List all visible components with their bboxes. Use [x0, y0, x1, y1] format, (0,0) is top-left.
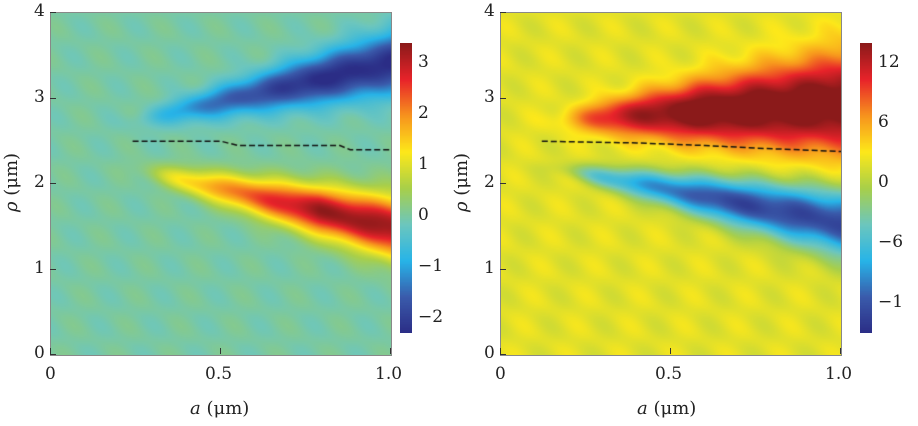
y-tick-mark — [50, 354, 56, 355]
y-axis-unit: (μm) — [451, 152, 473, 196]
y-tick-label: 3 — [34, 86, 45, 107]
y-tick-label: 1 — [34, 257, 45, 278]
x-axis-label: a (μm) — [637, 398, 696, 419]
right-heatmap-panel: a (μm) ρ (μm) 0 0.5 1.0 0 1 2 3 4 12 6 0 −6 −1 — [451, 0, 918, 426]
plot-area — [50, 12, 392, 356]
x-tick-mark — [50, 348, 51, 354]
colorbar-tick-label: 1 — [418, 154, 429, 175]
y-tick-label: 4 — [484, 1, 495, 21]
y-tick-mark — [50, 183, 56, 184]
colorbar-tick-label: 3 — [418, 52, 429, 73]
y-tick-mark — [500, 268, 506, 270]
y-axis-variable: ρ — [451, 201, 473, 213]
y-tick-mark — [50, 268, 56, 270]
x-tick-mark — [220, 348, 221, 354]
colorbar-tick-label: 0 — [418, 204, 429, 225]
colorbar-tick-label: −1 — [878, 292, 904, 312]
y-tick-mark — [500, 97, 506, 99]
colorbar — [400, 43, 412, 333]
colorbar-tick-label: −1 — [418, 255, 444, 276]
colorbar-tick-label: 0 — [878, 172, 889, 192]
x-axis-variable: a — [190, 398, 201, 419]
colorbar-tick-label: −6 — [878, 232, 904, 252]
x-tick-label: 0.5 — [205, 364, 233, 384]
colorbar — [860, 43, 872, 333]
heatmap-canvas — [501, 13, 841, 355]
x-tick-mark — [390, 348, 391, 354]
y-tick-mark — [500, 12, 506, 13]
y-tick-label: 2 — [484, 172, 495, 192]
x-tick-mark — [670, 348, 671, 354]
x-tick-label: 0 — [45, 364, 56, 384]
y-axis-label: ρ (μm) — [1, 153, 22, 212]
x-tick-label: 0 — [495, 364, 506, 384]
x-tick-label: 0.5 — [655, 364, 683, 384]
y-tick-label: 2 — [34, 172, 45, 192]
x-tick-mark — [840, 348, 841, 354]
y-tick-label: 0 — [34, 343, 45, 363]
x-tick-label: 1.0 — [825, 364, 853, 384]
y-tick-label: 4 — [34, 1, 45, 21]
y-tick-mark — [500, 183, 506, 184]
y-tick-label: 3 — [484, 86, 495, 107]
y-tick-mark — [50, 12, 56, 13]
colorbar-tick-label: 12 — [878, 52, 900, 72]
colorbar-tick-label: 2 — [418, 103, 429, 124]
colorbar-tick-label: 6 — [878, 112, 889, 132]
y-axis-label: ρ (μm) — [451, 153, 472, 212]
y-axis-unit: (μm) — [1, 152, 23, 196]
x-axis-unit: (μm) — [206, 398, 250, 419]
x-axis-variable: a — [637, 398, 648, 419]
y-tick-label: 1 — [484, 257, 495, 278]
y-tick-mark — [500, 354, 506, 355]
x-tick-label: 1.0 — [375, 364, 403, 384]
colorbar-tick-label: −2 — [418, 306, 444, 327]
x-axis-unit: (μm) — [653, 398, 697, 419]
plot-area — [500, 12, 842, 356]
x-axis-label: a (μm) — [190, 398, 249, 419]
y-axis-variable: ρ — [1, 201, 23, 213]
y-tick-label: 0 — [484, 343, 495, 363]
heatmap-canvas — [51, 13, 391, 355]
left-heatmap-panel: a (μm) ρ (μm) 0 0.5 1.0 0 1 2 3 4 3 2 1 0 −1 −2 — [1, 1, 444, 420]
y-tick-mark — [50, 97, 56, 99]
x-tick-mark — [500, 348, 501, 354]
